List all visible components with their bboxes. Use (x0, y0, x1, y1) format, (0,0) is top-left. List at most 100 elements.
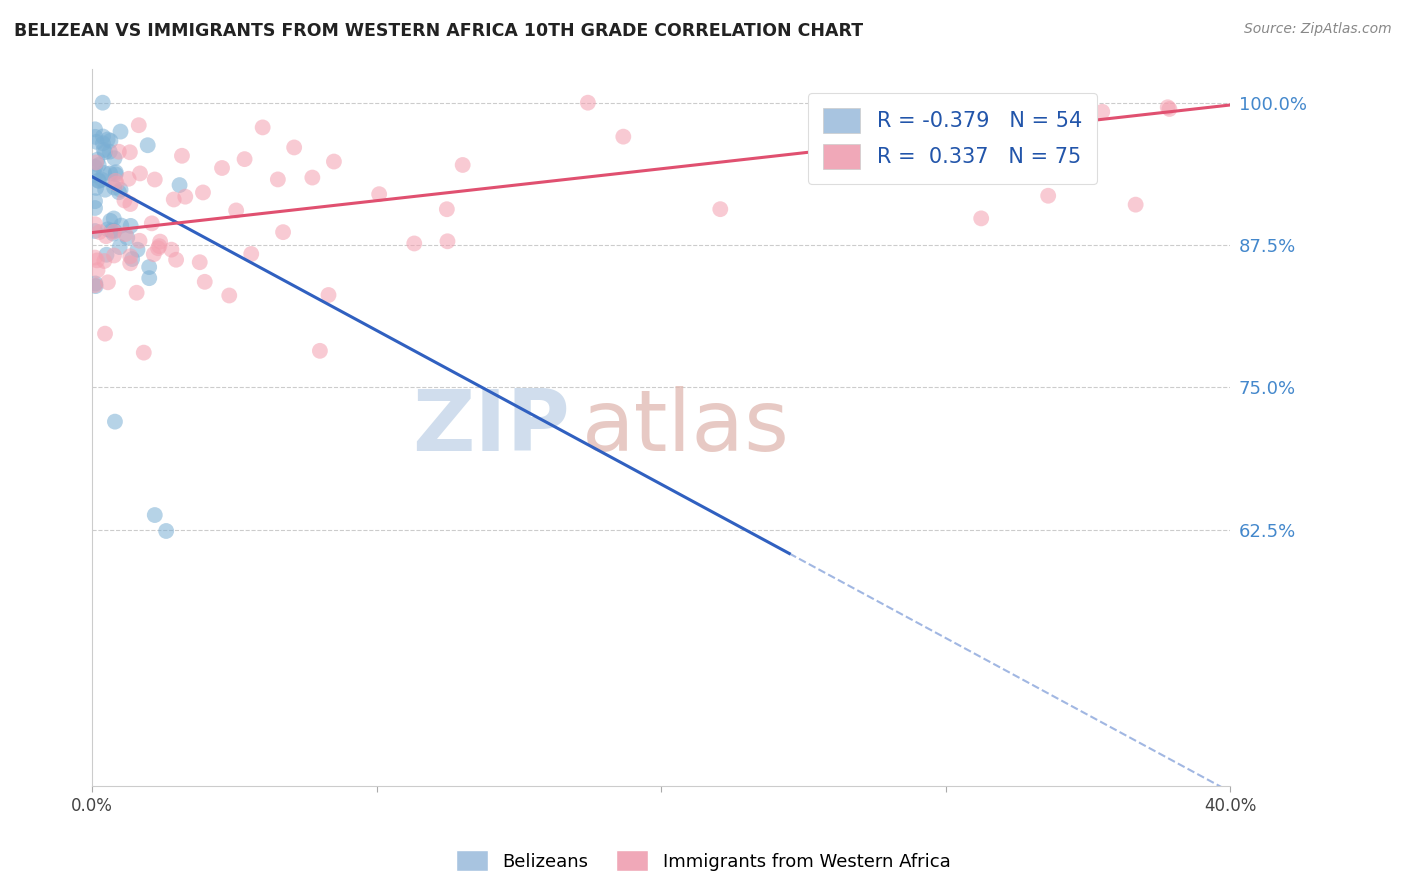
Point (84, 122, 107, 136)
Y-axis label: 10th Grade: 10th Grade (0, 376, 8, 478)
Point (169, 178, 191, 193)
Point (138, 271, 160, 285)
Point (218, 288, 240, 302)
Point (318, 288, 340, 302)
Point (84, 129, 107, 144)
Point (118, 145, 141, 160)
Point (84, 168, 107, 182)
Point (84, 181, 107, 195)
Point (576, 95, 599, 110)
Point (110, 219, 132, 233)
Point (84, 217, 107, 231)
Point (104, 415, 127, 429)
Point (97, 275, 120, 289)
Point (104, 174, 127, 188)
Point (96, 248, 118, 262)
Point (103, 211, 125, 226)
Point (103, 224, 125, 238)
Point (103, 180, 125, 194)
Point (117, 171, 139, 186)
Point (91, 95, 114, 110)
Point (84, 160, 107, 174)
Point (211, 161, 233, 175)
Text: ZIP: ZIP (412, 386, 571, 469)
Point (1159, 102, 1181, 116)
Point (136, 138, 159, 153)
Point (108, 186, 131, 200)
Point (120, 249, 142, 263)
Point (612, 129, 634, 144)
Point (120, 256, 142, 270)
Point (1091, 104, 1114, 119)
Point (117, 230, 139, 244)
Point (94, 229, 117, 244)
Point (84, 251, 107, 265)
Text: atlas: atlas (582, 386, 790, 469)
Point (89, 225, 111, 239)
Point (143, 172, 166, 186)
Point (155, 524, 177, 538)
Point (148, 239, 170, 253)
Point (1063, 162, 1085, 177)
Point (103, 227, 125, 241)
Point (271, 225, 294, 239)
Point (110, 183, 132, 197)
Point (108, 145, 131, 159)
Point (129, 166, 152, 180)
Point (97, 132, 120, 146)
Point (404, 236, 426, 251)
Point (98, 166, 121, 180)
Point (91, 136, 114, 151)
Point (283, 140, 305, 154)
Point (100, 224, 122, 238)
Point (1049, 146, 1071, 161)
Text: BELIZEAN VS IMMIGRANTS FROM WESTERN AFRICA 10TH GRADE CORRELATION CHART: BELIZEAN VS IMMIGRANTS FROM WESTERN AFRI… (14, 22, 863, 40)
Point (709, 202, 731, 216)
Point (143, 508, 166, 522)
Point (97, 222, 120, 236)
Point (91, 173, 114, 187)
Point (165, 252, 187, 267)
Point (934, 95, 956, 110)
Point (911, 124, 934, 138)
Point (436, 202, 458, 217)
Point (84, 278, 107, 293)
Point (970, 211, 993, 226)
Point (127, 243, 149, 257)
Point (94, 326, 117, 341)
Point (436, 235, 458, 249)
Point (160, 243, 183, 257)
Point (146, 241, 169, 255)
Point (84, 155, 107, 169)
Point (132, 345, 155, 359)
Point (84, 279, 107, 293)
Point (252, 120, 274, 135)
Point (120, 219, 142, 233)
Legend: Belizeans, Immigrants from Western Africa: Belizeans, Immigrants from Western Afric… (449, 843, 957, 879)
Point (94, 145, 117, 160)
Point (86, 253, 108, 268)
Point (93, 166, 115, 180)
Point (163, 193, 186, 207)
Point (104, 165, 127, 179)
Text: Source: ZipAtlas.com: Source: ZipAtlas.com (1244, 22, 1392, 37)
Point (94, 183, 117, 197)
Point (86, 263, 108, 277)
Point (108, 240, 131, 254)
Point (86, 135, 108, 149)
Point (301, 170, 323, 185)
Point (103, 151, 125, 165)
Point (191, 186, 214, 200)
Point (141, 216, 163, 230)
Point (240, 247, 263, 261)
Point (93, 254, 115, 268)
Point (309, 343, 332, 358)
Point (956, 95, 979, 110)
Point (170, 149, 193, 163)
Point (84, 224, 107, 238)
Point (225, 203, 247, 218)
Point (103, 248, 125, 262)
Point (1038, 188, 1060, 202)
Point (103, 225, 125, 239)
Point (121, 252, 143, 266)
